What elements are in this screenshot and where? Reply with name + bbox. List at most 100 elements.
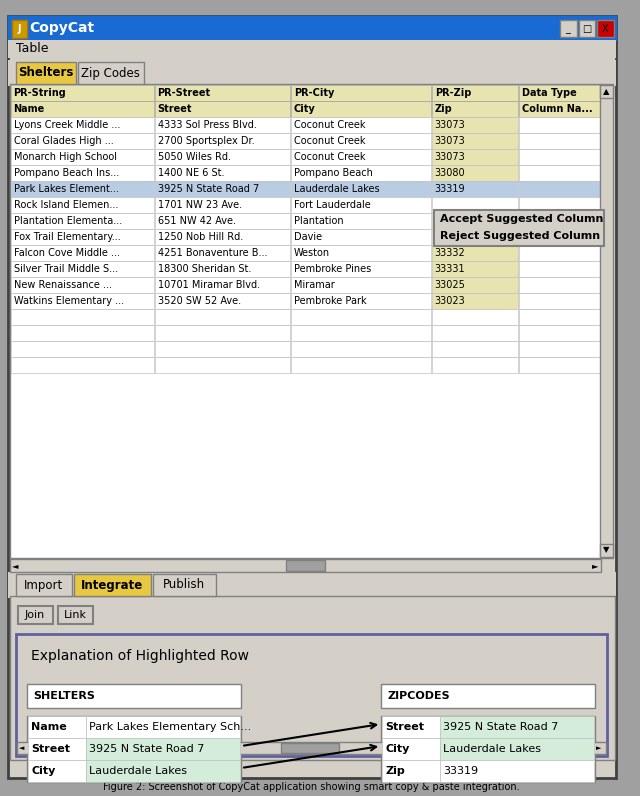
Bar	[15, 634, 607, 756]
Bar	[11, 181, 154, 197]
Bar	[155, 341, 290, 357]
Bar	[86, 738, 240, 760]
Text: Table: Table	[15, 42, 48, 56]
Bar	[155, 357, 290, 373]
Text: Accept Suggested Column: Accept Suggested Column	[440, 214, 603, 224]
Text: New Renaissance ...: New Renaissance ...	[13, 280, 111, 290]
Text: Pembroke Park: Pembroke Park	[294, 296, 366, 306]
Text: Column Na...: Column Na...	[522, 104, 593, 114]
Bar	[519, 101, 601, 117]
Text: Import: Import	[24, 579, 63, 591]
Bar	[435, 211, 603, 227]
Bar	[432, 213, 518, 229]
Bar	[291, 213, 431, 229]
Text: _: _	[565, 24, 570, 34]
Bar	[432, 357, 518, 373]
Bar	[432, 197, 518, 213]
Text: 10701 Miramar Blvd.: 10701 Miramar Blvd.	[157, 280, 260, 290]
Text: Integrate: Integrate	[81, 579, 143, 591]
Text: Lauderdale Lakes: Lauderdale Lakes	[90, 766, 188, 776]
Text: Monarch High School: Monarch High School	[13, 152, 116, 162]
Bar	[597, 20, 614, 37]
Bar	[155, 213, 290, 229]
Bar	[11, 325, 154, 341]
Text: ▼: ▼	[602, 545, 609, 555]
Bar	[291, 85, 431, 101]
Text: 18300 Sheridan St.: 18300 Sheridan St.	[157, 264, 251, 274]
Text: Pompano Beach: Pompano Beach	[294, 168, 372, 178]
Bar	[11, 357, 154, 373]
Text: Weston: Weston	[294, 248, 330, 258]
Text: 33023: 33023	[435, 296, 465, 306]
Bar	[432, 133, 518, 149]
Text: Street: Street	[157, 104, 192, 114]
Text: Fox Trail Elementary...: Fox Trail Elementary...	[13, 232, 120, 242]
Bar	[519, 149, 601, 165]
Bar	[382, 760, 440, 782]
Text: Zip Codes: Zip Codes	[81, 67, 140, 80]
Bar	[291, 117, 431, 133]
Bar	[11, 309, 154, 325]
Bar	[155, 197, 290, 213]
Bar	[11, 117, 154, 133]
Bar	[432, 85, 518, 101]
Text: Zip: Zip	[385, 766, 405, 776]
Text: Falcon Cove Middle ...: Falcon Cove Middle ...	[13, 248, 120, 258]
Text: 33073: 33073	[435, 152, 465, 162]
Text: 33073: 33073	[435, 136, 465, 146]
Bar	[432, 149, 518, 165]
Text: Data Type: Data Type	[522, 88, 577, 98]
Bar	[28, 760, 86, 782]
Text: Coconut Creek: Coconut Creek	[294, 136, 365, 146]
Bar	[381, 684, 595, 708]
Text: Coral Glades High ...: Coral Glades High ...	[13, 136, 113, 146]
Bar	[155, 117, 290, 133]
Text: 33332: 33332	[435, 248, 465, 258]
Bar	[11, 277, 154, 293]
Bar	[17, 606, 52, 624]
Text: Reject Suggested Column: Reject Suggested Column	[440, 231, 600, 241]
Text: 5050 Wiles Rd.: 5050 Wiles Rd.	[157, 152, 230, 162]
Bar	[86, 760, 240, 782]
Bar	[155, 85, 290, 101]
Text: 3520 SW 52 Ave.: 3520 SW 52 Ave.	[157, 296, 241, 306]
Bar	[432, 261, 518, 277]
Bar	[11, 149, 154, 165]
Bar	[560, 20, 577, 37]
Bar	[432, 165, 518, 181]
Bar	[432, 341, 518, 357]
Bar	[291, 245, 431, 261]
Bar	[17, 742, 606, 754]
Text: Plantation: Plantation	[294, 216, 343, 226]
Bar	[600, 85, 612, 98]
Text: Fort Lauderdale: Fort Lauderdale	[294, 200, 371, 210]
Text: Coconut Creek: Coconut Creek	[294, 152, 365, 162]
Bar	[74, 574, 150, 596]
Bar	[432, 293, 518, 309]
Text: Miramar: Miramar	[294, 280, 335, 290]
Bar	[600, 84, 612, 558]
Bar	[519, 309, 601, 325]
Bar	[8, 40, 616, 58]
Text: 2700 Sportsplex Dr.: 2700 Sportsplex Dr.	[157, 136, 254, 146]
Text: 3925 N State Road 7: 3925 N State Road 7	[157, 184, 259, 194]
Bar	[11, 245, 154, 261]
Bar	[78, 62, 144, 84]
Bar	[432, 117, 518, 133]
Text: Lauderdale Lakes: Lauderdale Lakes	[294, 184, 380, 194]
Text: ◄: ◄	[12, 561, 19, 571]
Bar	[600, 544, 612, 557]
Bar	[440, 738, 594, 760]
Bar	[15, 574, 72, 596]
Bar	[382, 716, 440, 738]
Bar	[291, 341, 431, 357]
Bar	[434, 210, 604, 246]
Bar	[519, 197, 601, 213]
Text: City: City	[31, 766, 56, 776]
Text: X: X	[602, 24, 608, 34]
Bar	[291, 133, 431, 149]
Text: 33073: 33073	[435, 120, 465, 130]
Text: Join: Join	[25, 610, 45, 620]
Bar	[291, 277, 431, 293]
Text: ►: ►	[596, 745, 602, 751]
